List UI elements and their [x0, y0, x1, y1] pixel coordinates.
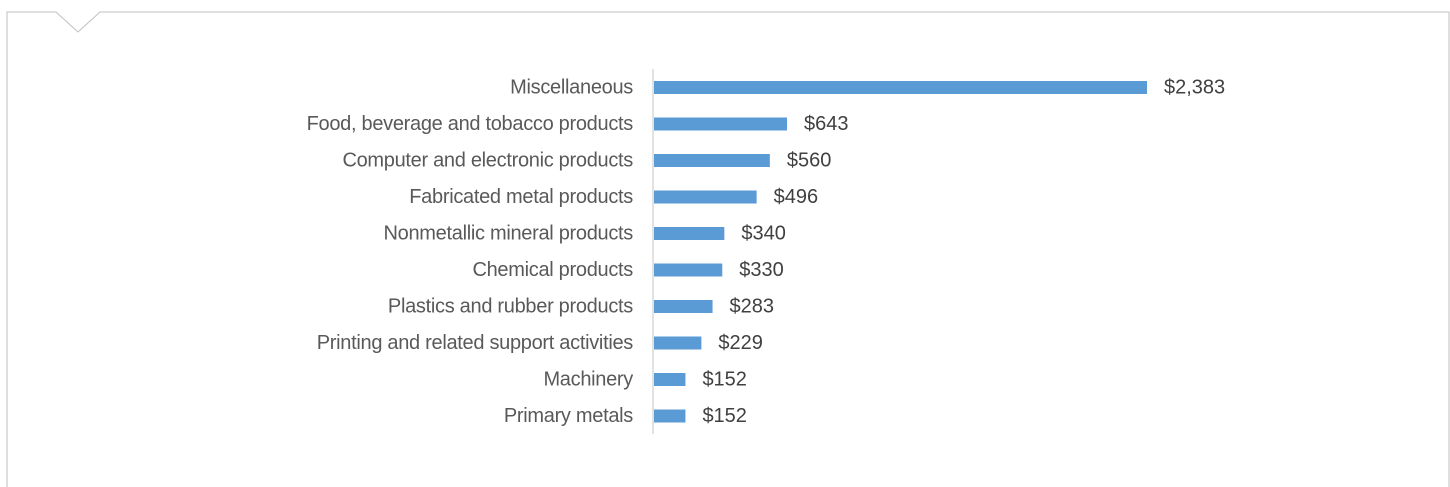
bar: [654, 154, 770, 167]
bar: [654, 373, 686, 386]
bar-data-label: $330: [739, 259, 784, 281]
bar-data-label: $340: [741, 223, 786, 245]
bar-data-label: $643: [804, 113, 849, 135]
bar: [654, 336, 702, 350]
bar-data-label: $496: [774, 186, 819, 208]
bar: [654, 190, 757, 204]
bar: [654, 117, 788, 131]
bar-data-label: $283: [730, 296, 775, 318]
bar-data-label: $560: [787, 150, 832, 172]
bar: [654, 300, 713, 313]
category-tick-label: Primary metals: [504, 405, 633, 427]
bar-data-label: $152: [702, 405, 747, 427]
callout-border: [6, 11, 1450, 487]
category-tick-label: Miscellaneous: [510, 77, 633, 99]
bar: [654, 81, 1147, 94]
category-tick-label: Food, beverage and tobacco products: [307, 113, 634, 135]
bar-data-label: $229: [718, 332, 763, 354]
category-tick-label: Machinery: [543, 369, 633, 391]
bars-layer: [654, 81, 1147, 423]
category-tick-label: Nonmetallic mineral products: [384, 223, 634, 245]
bar: [654, 227, 725, 240]
bar: [654, 263, 723, 277]
bar: [654, 409, 686, 423]
category-tick-label: Computer and electronic products: [342, 150, 633, 172]
category-tick-label: Printing and related support activities: [317, 332, 634, 354]
category-tick-label: Plastics and rubber products: [388, 296, 633, 318]
category-tick-label: Fabricated metal products: [409, 186, 633, 208]
bar-data-label: $152: [702, 369, 747, 391]
bar-data-label: $2,383: [1164, 77, 1225, 99]
category-tick-label: Chemical products: [472, 259, 633, 281]
labels-layer: Miscellaneous $2,383 Food, beverage and to…: [307, 77, 1226, 428]
